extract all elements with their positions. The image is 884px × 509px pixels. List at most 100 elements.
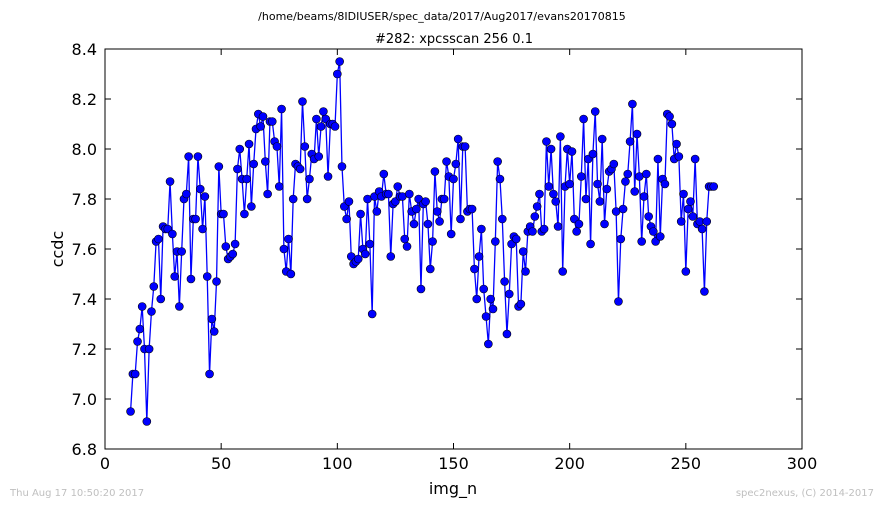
y-tick-label: 7.4 (72, 290, 97, 309)
data-point (449, 174, 458, 184)
data-point (502, 329, 512, 339)
x-axis-label: img_n (429, 479, 477, 499)
data-point (205, 369, 214, 379)
data-point (530, 212, 540, 221)
data-point (618, 204, 628, 214)
data-point (393, 182, 403, 191)
data-point (126, 407, 135, 416)
data-point (195, 184, 205, 194)
y-tick-label: 7.6 (72, 240, 97, 259)
data-point (595, 197, 605, 206)
data-point (572, 227, 581, 236)
data-point (333, 69, 342, 79)
data-point (425, 264, 435, 274)
data-point (579, 114, 588, 124)
data-point (156, 294, 166, 304)
data-point (481, 312, 491, 321)
y-tick-label: 7.2 (72, 340, 97, 359)
data-point (316, 122, 326, 131)
data-point (581, 194, 591, 204)
data-point (261, 157, 270, 166)
data-point (386, 252, 396, 261)
x-tick-label: 100 (322, 454, 353, 473)
data-point (497, 214, 507, 224)
data-point (549, 189, 558, 199)
data-point (667, 119, 677, 129)
data-point (235, 144, 245, 154)
data-point (182, 189, 191, 199)
data-point (700, 287, 709, 296)
data-point (546, 144, 556, 154)
plot-area (104, 48, 803, 450)
data-point (516, 299, 526, 309)
data-point (170, 272, 179, 281)
data-point (137, 302, 147, 311)
data-point (477, 224, 486, 234)
data-point (709, 182, 719, 191)
data-point (672, 139, 681, 149)
data-point (330, 122, 340, 131)
data-point (256, 122, 265, 131)
data-point (435, 217, 444, 226)
data-point (244, 139, 254, 149)
data-point (342, 214, 351, 224)
footer-timestamp: Thu Aug 17 10:50:20 2017 (10, 488, 145, 499)
data-point (240, 209, 249, 219)
data-point (277, 104, 286, 114)
x-tick-label: 50 (211, 454, 231, 473)
x-tick-label: 300 (787, 454, 818, 473)
data-point (272, 142, 282, 151)
data-point (565, 179, 574, 189)
data-point (198, 224, 207, 234)
data-point (486, 294, 495, 304)
data-point (653, 154, 663, 164)
data-point (674, 152, 684, 161)
data-point (660, 179, 670, 189)
data-point (474, 252, 484, 261)
y-tick-label: 8.2 (72, 90, 97, 109)
data-point (621, 177, 630, 186)
data-point (405, 189, 414, 199)
data-point (493, 157, 502, 166)
data-point (298, 97, 307, 106)
data-point (472, 294, 482, 304)
data-point (467, 204, 477, 214)
data-point (144, 344, 154, 354)
y-tick-label: 7.0 (72, 390, 97, 409)
y-tick-label: 8.4 (72, 40, 97, 59)
data-point (451, 159, 461, 169)
data-point (288, 194, 298, 204)
data-point (186, 274, 196, 284)
data-point (644, 212, 653, 221)
data-point (532, 202, 542, 211)
data-point (263, 189, 272, 199)
data-point (353, 254, 363, 264)
data-point (267, 117, 277, 126)
data-point (690, 154, 700, 164)
data-point (446, 229, 456, 239)
data-point (488, 304, 498, 314)
data-point (567, 147, 577, 156)
data-point (360, 249, 370, 259)
data-point (302, 194, 312, 204)
data-point (511, 234, 521, 244)
data-point (456, 214, 465, 224)
data-point (421, 197, 430, 206)
data-point (177, 247, 186, 256)
data-point (491, 237, 500, 246)
data-point (453, 134, 463, 144)
data-point (423, 219, 433, 229)
data-point (209, 327, 219, 336)
data-point (212, 277, 221, 286)
data-point (249, 159, 258, 169)
data-point (625, 137, 635, 146)
data-point (495, 174, 505, 184)
data-point (593, 179, 602, 189)
data-point (528, 227, 537, 236)
data-point (551, 197, 561, 206)
data-point (258, 112, 268, 121)
data-point (384, 189, 393, 199)
data-point (576, 172, 586, 181)
figure-suptitle: /home/beams/8IDIUSER/spec_data/2017/Aug2… (258, 10, 626, 23)
data-point (432, 207, 442, 216)
